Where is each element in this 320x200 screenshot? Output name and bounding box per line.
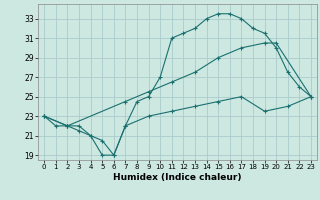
X-axis label: Humidex (Indice chaleur): Humidex (Indice chaleur): [113, 173, 242, 182]
